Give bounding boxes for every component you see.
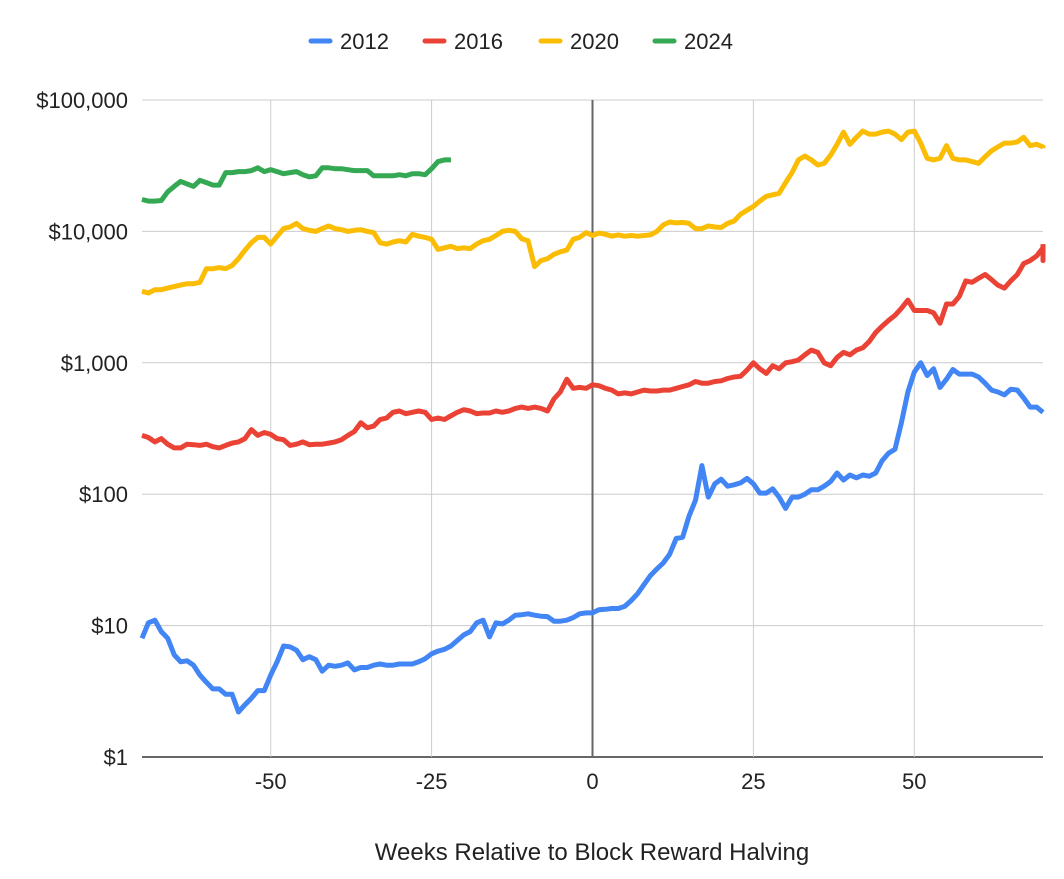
series-line-2012 (139, 360, 1045, 715)
series-line-2024 (141, 157, 451, 204)
x-axis-tick-labels: -50 -25 0 25 50 (255, 769, 927, 794)
y-tick-label: $10 (91, 614, 128, 639)
legend-label-2012: 2012 (340, 29, 389, 54)
x-tick-label: 50 (902, 769, 926, 794)
x-tick-label: 25 (741, 769, 765, 794)
legend-label-2020: 2020 (570, 29, 619, 54)
legend-label-2024: 2024 (684, 29, 733, 54)
series-line-2020 (141, 128, 1046, 296)
series-line-2016 (141, 244, 1046, 451)
legend-label-2016: 2016 (454, 29, 503, 54)
legend: 2012 2016 2020 2024 (308, 29, 733, 54)
y-tick-label: $1,000 (61, 351, 128, 376)
y-tick-label: $1 (104, 745, 128, 770)
x-tick-label: -50 (255, 769, 287, 794)
x-tick-label: 0 (586, 769, 598, 794)
y-tick-label: $10,000 (48, 219, 128, 244)
y-tick-label: $100,000 (36, 88, 128, 113)
y-tick-label: $100 (79, 482, 128, 507)
series-lines (139, 128, 1046, 715)
x-axis-title: Weeks Relative to Block Reward Halving (375, 839, 809, 866)
y-axis-tick-labels: $1 $10 $100 $1,000 $10,000 $100,000 (36, 88, 128, 770)
x-tick-label: -25 (416, 769, 448, 794)
